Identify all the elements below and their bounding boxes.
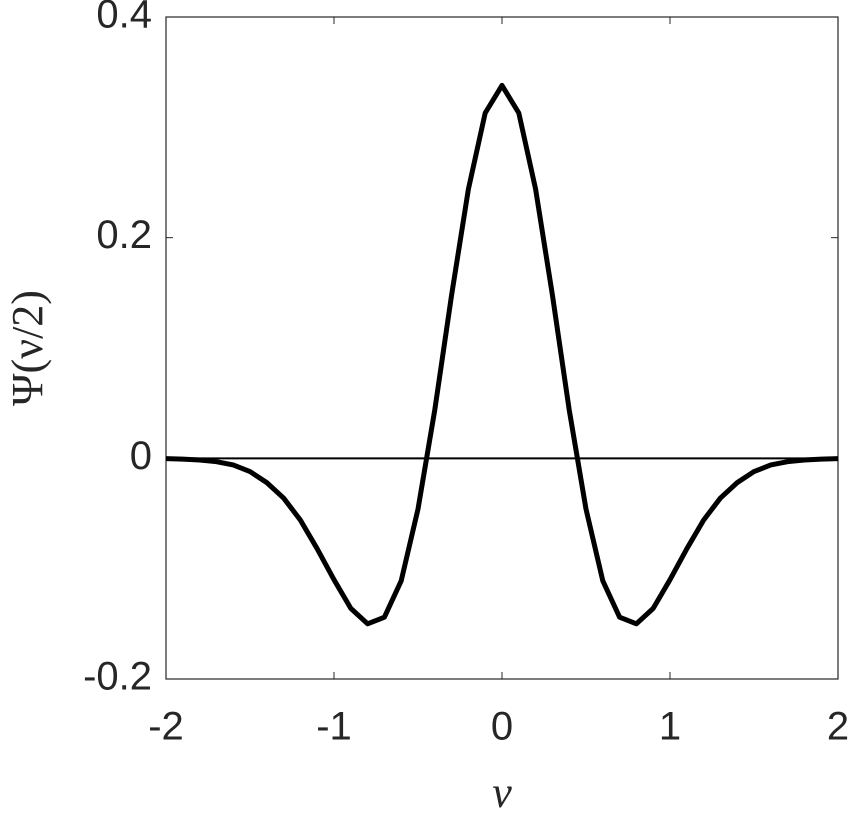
y-tick-label: 0.2 — [96, 213, 152, 257]
x-tick-label: 2 — [827, 705, 849, 749]
x-axis-label: ν — [492, 768, 512, 817]
y-tick-label: 0 — [130, 434, 152, 478]
x-tick-label: -2 — [148, 705, 184, 749]
y-tick-label: 0.4 — [96, 0, 152, 37]
x-tick-label: 1 — [659, 705, 681, 749]
y-tick-label: -0.2 — [83, 655, 152, 699]
x-tick-label: 0 — [491, 705, 513, 749]
y-axis-label: Ψ(ν/2) — [3, 290, 52, 406]
data-line — [165, 82, 839, 627]
x-tick-label: -1 — [316, 705, 352, 749]
plot-frame — [165, 16, 839, 680]
